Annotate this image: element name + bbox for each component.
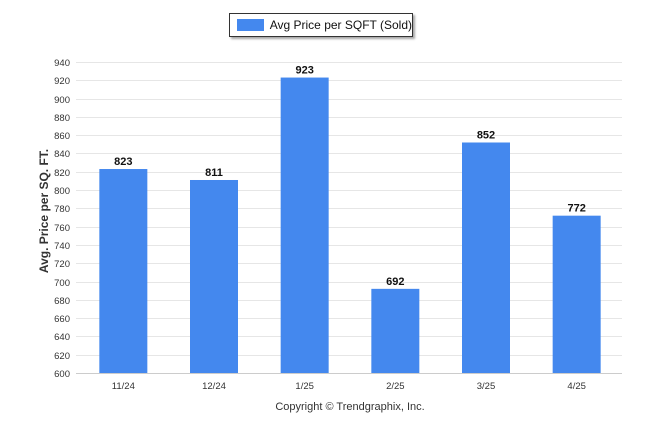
bar	[552, 215, 601, 373]
x-axis: 11/24 12/24 1/25 2/25 3/25 4/25	[76, 373, 622, 392]
bar	[371, 288, 420, 373]
x-tick-label: 1/25	[295, 381, 314, 392]
x-tick-label: 3/25	[477, 381, 496, 392]
y-tick-label: 680	[54, 296, 70, 307]
legend-label: Avg Price per SQFT (Sold)	[269, 18, 412, 32]
bar	[462, 142, 510, 373]
x-tick-label: 12/24	[202, 381, 226, 392]
y-tick-label: 880	[54, 113, 70, 124]
y-axis-label: Avg. Price per SQ. FT.	[37, 148, 51, 274]
y-tick-label: 720	[54, 259, 70, 270]
y-tick-label: 860	[54, 131, 70, 142]
bar	[99, 169, 148, 373]
bar	[190, 179, 238, 373]
gridlines	[76, 62, 622, 374]
x-tick-label: 2/25	[386, 381, 405, 392]
copyright-footer: Copyright © Trendgraphix, Inc.	[275, 401, 425, 413]
bars: 823 811 923 692 852 772	[99, 65, 601, 374]
y-tick-label: 900	[54, 95, 70, 106]
legend: Avg Price per SQFT (Sold)	[229, 13, 413, 37]
x-tick-label: 11/24	[112, 381, 135, 392]
y-tick-label: 640	[54, 332, 70, 343]
data-label: 772	[567, 203, 585, 215]
y-tick-label: 840	[54, 149, 70, 160]
y-tick-label: 940	[54, 58, 70, 69]
y-tick-label: 600	[54, 369, 70, 380]
y-tick-label: 800	[54, 186, 70, 197]
y-tick-label: 760	[54, 223, 70, 234]
x-tick-label: 4/25	[567, 381, 586, 392]
y-tick-label: 700	[54, 278, 70, 289]
legend-swatch	[237, 19, 264, 31]
bar	[280, 77, 329, 374]
y-tick-label: 820	[54, 168, 70, 179]
y-tick-label: 740	[54, 241, 70, 252]
y-tick-label: 660	[54, 314, 70, 325]
y-tick-label: 780	[54, 204, 70, 215]
data-label: 692	[386, 276, 404, 288]
data-label: 811	[205, 167, 223, 179]
y-tick-label: 620	[54, 351, 70, 362]
y-axis: 600 620 640 660 680 700 720 740 760 780 800 820 840 8…	[54, 58, 70, 380]
data-label: 823	[114, 156, 132, 168]
data-label: 852	[477, 129, 495, 141]
data-label: 923	[295, 65, 313, 77]
y-tick-label: 920	[54, 76, 70, 87]
